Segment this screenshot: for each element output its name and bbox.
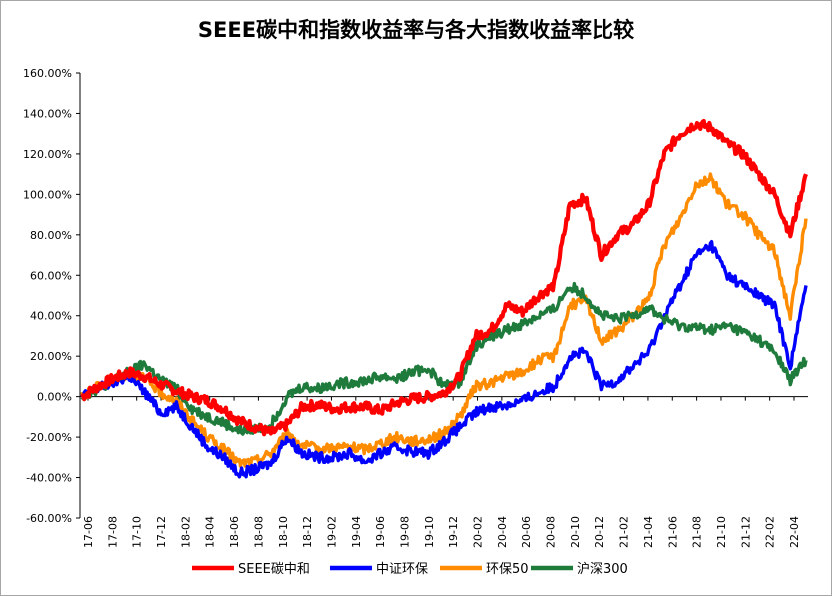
x-tick-label: 20-08 <box>545 516 558 548</box>
y-tick-label: 60.00% <box>30 269 72 282</box>
y-tick-label: 0.00% <box>37 391 72 404</box>
y-tick-label: 20.00% <box>30 350 72 363</box>
legend-label: 中证环保 <box>376 562 428 577</box>
y-tick-label: -20.00% <box>26 431 72 444</box>
series-line <box>80 172 808 468</box>
x-tick-label: 19-06 <box>374 516 387 548</box>
y-tick-label: -60.00% <box>26 512 72 525</box>
y-tick-label: 160.00% <box>23 67 72 80</box>
y-tick-label: 80.00% <box>30 229 72 242</box>
x-tick-label: 20-10 <box>569 516 582 548</box>
x-tick-label: 17-06 <box>82 516 95 548</box>
x-tick-label: 20-12 <box>593 516 606 548</box>
x-tick-label: 22-04 <box>788 516 801 548</box>
x-tick-label: 20-04 <box>496 516 509 548</box>
x-tick-label: 19-12 <box>447 516 460 548</box>
series-line <box>80 239 808 479</box>
y-tick-label: 40.00% <box>30 310 72 323</box>
x-tick-label: 22-02 <box>764 516 777 548</box>
x-tick-label: 19-04 <box>350 516 363 548</box>
series-line <box>80 281 808 436</box>
x-tick-label: 21-02 <box>618 516 631 548</box>
x-tick-label: 17-10 <box>131 516 144 548</box>
x-tick-label: 18-08 <box>252 516 265 548</box>
legend-label: 环保50 <box>486 562 529 577</box>
x-tick-label: 19-08 <box>398 516 411 548</box>
chart-title: SEEE碳中和指数收益率与各大指数收益率比较 <box>197 18 635 42</box>
x-tick-label: 18-06 <box>228 516 241 548</box>
y-tick-label: 100.00% <box>23 188 72 201</box>
x-tick-label: 17-12 <box>155 516 168 548</box>
x-tick-label: 18-12 <box>301 516 314 548</box>
x-tick-label: 18-04 <box>204 516 217 548</box>
x-tick-label: 20-06 <box>520 516 533 548</box>
y-tick-label: -40.00% <box>26 472 72 485</box>
x-tick-label: 19-02 <box>325 516 338 548</box>
x-tick-label: 19-10 <box>423 516 436 548</box>
legend-label: SEEE碳中和 <box>238 562 310 577</box>
x-tick-label: 18-02 <box>179 516 192 548</box>
series-line <box>80 118 808 437</box>
y-tick-label: 140.00% <box>23 107 72 120</box>
x-tick-label: 21-08 <box>691 516 704 548</box>
x-tick-label: 21-10 <box>715 516 728 548</box>
y-tick-label: 120.00% <box>23 148 72 161</box>
x-tick-label: 21-04 <box>642 516 655 548</box>
legend-label: 沪深300 <box>577 561 628 577</box>
x-tick-label: 18-10 <box>277 516 290 548</box>
x-tick-label: 21-06 <box>666 516 679 548</box>
x-tick-label: 17-08 <box>106 516 119 548</box>
x-tick-label: 20-02 <box>472 516 485 548</box>
x-tick-label: 21-12 <box>739 516 752 548</box>
